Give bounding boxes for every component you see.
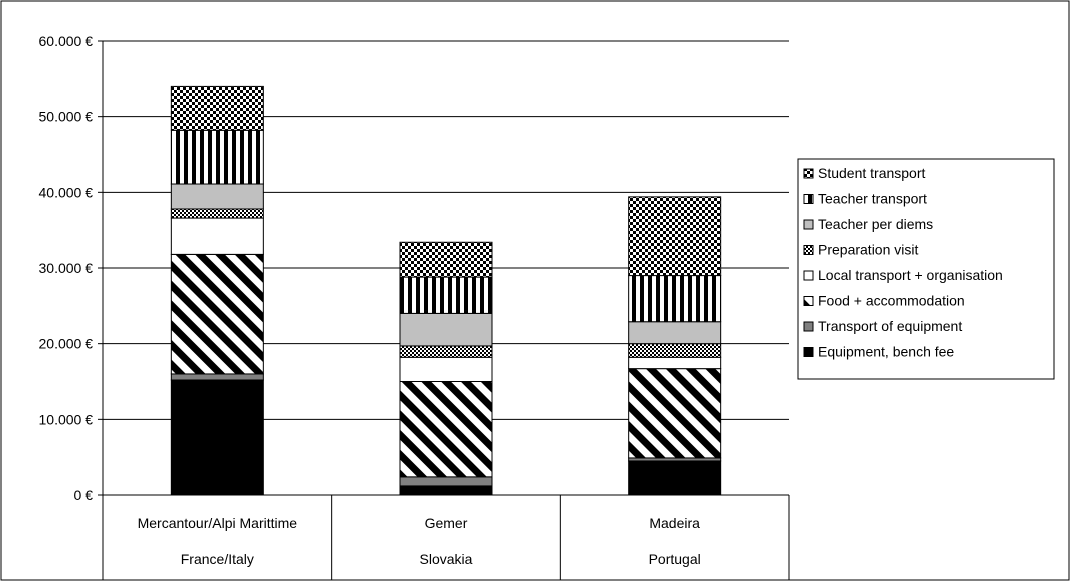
bar-segment-food-accommodation (628, 368, 722, 459)
legend-swatch (803, 194, 814, 204)
legend-swatch (803, 219, 814, 230)
legend-swatch (803, 270, 814, 281)
bar-segment-student-transport (399, 241, 493, 278)
bar-segment-equipment-bench-fee (170, 379, 264, 496)
legend-label: Preparation visit (818, 242, 918, 258)
legend-label: Transport of equipment (818, 318, 962, 334)
bar-segment-teacher-transport (170, 129, 264, 185)
x-group-label: Slovakia (420, 551, 473, 567)
x-category-label: Madeira (649, 515, 700, 531)
legend-label: Equipment, bench fee (818, 344, 954, 360)
legend-swatch (803, 296, 814, 306)
x-group-label: France/Italy (181, 551, 254, 567)
bar-segment-food-accommodation (399, 381, 493, 478)
bar-segment-preparation-visit (628, 343, 722, 358)
legend-swatch (803, 347, 814, 357)
bar-segment-local-transport-organisation (399, 356, 493, 382)
legend-label: Teacher transport (818, 191, 927, 207)
y-tick-label: 30.000 € (39, 260, 94, 276)
bar-segment-preparation-visit (399, 345, 493, 358)
y-tick-label: 60.000 € (39, 33, 94, 49)
y-tick-label: 50.000 € (39, 109, 94, 125)
x-group-label: Portugal (649, 551, 701, 567)
bar-segment-local-transport-organisation (628, 356, 722, 370)
bar-segment-student-transport (628, 196, 722, 277)
legend-label: Student transport (818, 165, 926, 181)
legend-swatch (803, 168, 814, 179)
legend-label: Teacher per diems (818, 216, 933, 232)
bar-segment-transport-of-equipment (399, 476, 493, 487)
bar-segment-preparation-visit (170, 208, 264, 219)
y-tick-label: 20.000 € (39, 336, 94, 352)
x-category-label: Gemer (425, 515, 468, 531)
legend-swatch (803, 245, 814, 255)
legend-swatch (803, 321, 814, 332)
bar-segment-equipment-bench-fee (399, 485, 493, 496)
bar-segment-teacher-transport (399, 276, 493, 314)
bar-segment-transport-of-equipment (170, 373, 264, 381)
bar-segment-food-accommodation (170, 253, 264, 375)
bar-segment-teacher-per-diems (628, 321, 722, 345)
y-tick-label: 0 € (74, 487, 94, 503)
x-category-label: Mercantour/Alpi Marittime (138, 515, 298, 531)
bar-segment-equipment-bench-fee (628, 460, 722, 496)
y-tick-label: 10.000 € (39, 411, 94, 427)
legend-label: Food + accommodation (818, 293, 965, 309)
bar-segment-teacher-per-diems (399, 312, 493, 347)
bar-segment-local-transport-organisation (170, 217, 264, 255)
bar-segment-teacher-per-diems (170, 183, 264, 210)
y-tick-label: 40.000 € (39, 184, 94, 200)
bar-segment-teacher-transport (628, 275, 722, 323)
legend-box (797, 158, 1055, 380)
bar-segment-student-transport (170, 85, 264, 131)
legend-label: Local transport + organisation (818, 267, 1003, 283)
